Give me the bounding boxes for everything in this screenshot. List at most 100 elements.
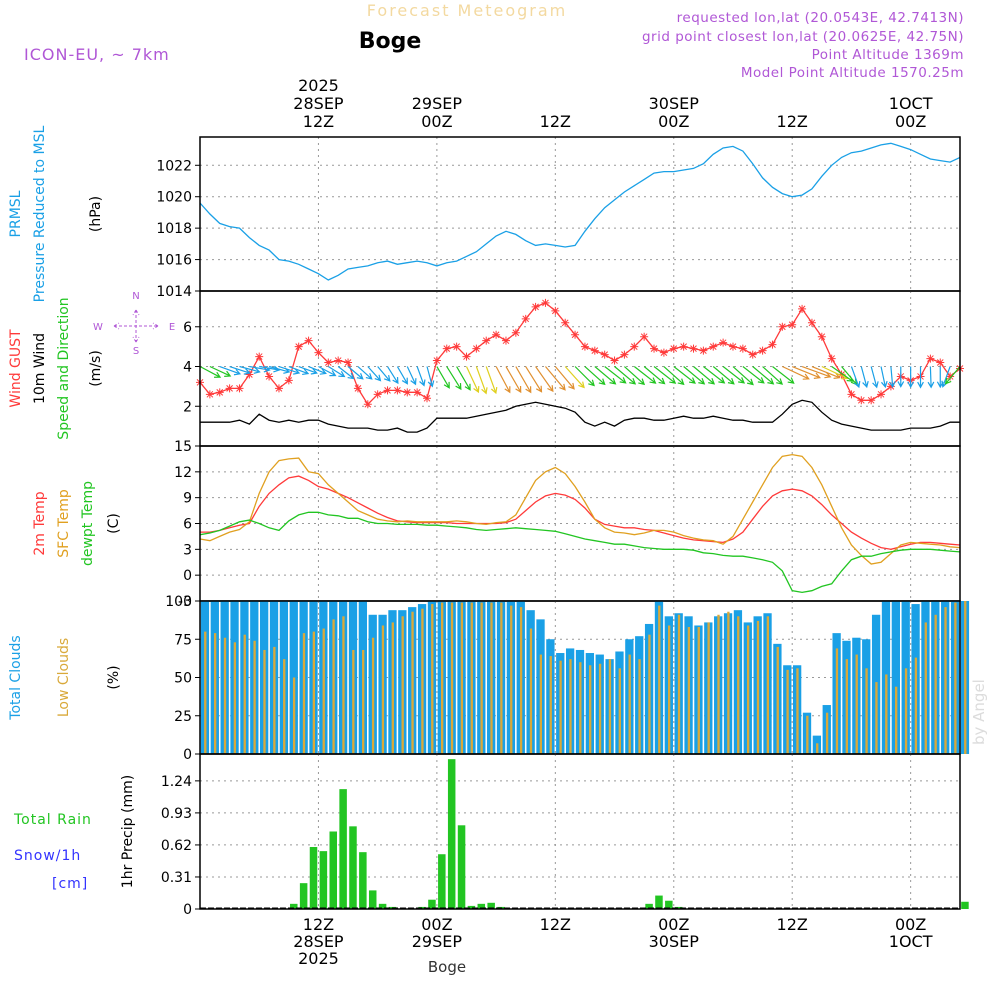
- bottom-time-label: 12Z: [303, 915, 334, 934]
- y-tick-label: 1022: [156, 158, 192, 174]
- low-cloud-bar: [727, 611, 730, 754]
- gust-marker: [936, 358, 945, 367]
- series-line-sfc-temp: [199, 453, 961, 565]
- gridpoint-coords: grid point closest lon,lat (20.0625E, 42…: [642, 29, 964, 45]
- wind-arrow: [897, 366, 905, 388]
- panel-temperature: -3 0 3 6 9 12 15 2m Temp SFC Temp dewpt Temp (C): [32, 439, 961, 610]
- wind-arrow: [406, 366, 417, 386]
- rain-bar: [290, 903, 298, 909]
- low-cloud-bar: [500, 602, 503, 754]
- wind-arrow: [633, 366, 657, 384]
- gust-marker: [462, 352, 471, 361]
- wind-arrow: [239, 365, 261, 374]
- bottom-time-label: 1OCT: [889, 932, 933, 951]
- rain-bar: [418, 906, 426, 909]
- low-cloud-bar: [391, 622, 394, 754]
- top-time-label: 12Z: [303, 112, 334, 131]
- low-cloud-bar: [233, 642, 237, 754]
- side-label: Snow/1h: [14, 848, 81, 864]
- bottom-time-label: 00Z: [658, 915, 689, 934]
- wind-arrow: [387, 366, 399, 385]
- low-cloud-bar: [559, 660, 562, 754]
- rain-bar: [349, 826, 357, 909]
- gust-marker: [561, 318, 570, 327]
- low-cloud-bar: [283, 659, 286, 754]
- low-cloud-bar: [322, 628, 325, 754]
- top-time-label: 00Z: [421, 112, 452, 131]
- wind-arrow: [357, 366, 373, 380]
- low-cloud-bar: [934, 614, 937, 754]
- gust-marker: [393, 386, 402, 395]
- rain-bar: [447, 759, 456, 909]
- wind-arrow: [772, 366, 795, 384]
- series-line-10m-wind: [200, 399, 960, 433]
- bottom-time-label: 00Z: [895, 915, 926, 934]
- series-line-2m-temp: [200, 475, 961, 550]
- rain-bar: [665, 900, 673, 909]
- units-label: (%): [106, 665, 122, 689]
- rain-bar: [319, 851, 328, 909]
- wind-arrow: [850, 366, 861, 389]
- low-cloud-bar: [362, 649, 365, 754]
- gust-marker: [383, 386, 392, 395]
- gust-marker: [304, 336, 313, 345]
- gust-marker: [728, 342, 737, 351]
- rain-bar: [309, 847, 318, 909]
- low-cloud-bar: [480, 602, 483, 754]
- low-cloud-bar: [539, 654, 543, 754]
- y-tick-label: 1014: [156, 284, 192, 300]
- low-cloud-bar: [914, 657, 918, 754]
- series-line-prmsl: [199, 142, 961, 281]
- compass-arrows: [113, 309, 159, 343]
- gust-marker: [205, 390, 214, 399]
- top-time-label: 00Z: [658, 112, 689, 131]
- gust-marker: [334, 356, 343, 365]
- low-cloud-bar: [756, 620, 760, 754]
- y-tick-label: 3: [183, 542, 192, 558]
- side-label: 10m Wind: [32, 333, 48, 404]
- low-cloud-bar: [243, 634, 246, 754]
- bottom-time-label: 00Z: [421, 915, 452, 934]
- side-label: Wind GUST: [8, 329, 24, 408]
- top-time-label: 12Z: [777, 112, 808, 131]
- low-cloud-bar: [519, 607, 523, 754]
- gust-marker: [807, 318, 816, 327]
- gust-marker: [531, 302, 540, 311]
- low-cloud-bar: [855, 654, 858, 754]
- low-cloud-bar: [638, 659, 641, 754]
- wind-arrow: [624, 366, 646, 386]
- wind-arrow: [219, 365, 242, 376]
- side-label: dewpt Temp: [80, 481, 96, 566]
- gust-marker: [827, 354, 836, 363]
- top-time-label: 28SEP: [293, 94, 344, 113]
- side-label: Low Clouds: [56, 638, 72, 717]
- low-cloud-bar: [677, 614, 681, 754]
- low-cloud-bar: [648, 634, 651, 754]
- gust-marker: [551, 306, 560, 315]
- low-cloud-bar: [460, 602, 464, 754]
- low-cloud-bar: [450, 602, 454, 754]
- gust-marker: [373, 390, 382, 399]
- top-time-label: 2025: [298, 76, 339, 95]
- wind-arrow: [860, 366, 869, 389]
- low-cloud-bar: [332, 619, 335, 754]
- rain-bar: [961, 901, 969, 909]
- rain-bar: [339, 789, 347, 909]
- wind-arrow: [643, 366, 666, 385]
- gust-marker: [748, 350, 757, 359]
- wind-arrow: [944, 366, 961, 385]
- low-cloud-bar: [944, 607, 947, 754]
- y-tick-label: 0.62: [161, 838, 192, 854]
- rain-bar: [674, 906, 683, 909]
- side-label: PRMSL: [8, 190, 24, 237]
- gust-marker: [225, 384, 234, 393]
- y-tick-label: 9: [183, 491, 192, 507]
- y-tick-label: 100: [165, 594, 192, 610]
- rain-bar: [467, 905, 476, 909]
- low-cloud-bar: [253, 640, 256, 754]
- gust-marker: [521, 314, 530, 323]
- low-cloud-bar: [875, 682, 878, 754]
- y-tick-label: 4: [183, 360, 192, 376]
- y-tick-label: 25: [174, 709, 192, 725]
